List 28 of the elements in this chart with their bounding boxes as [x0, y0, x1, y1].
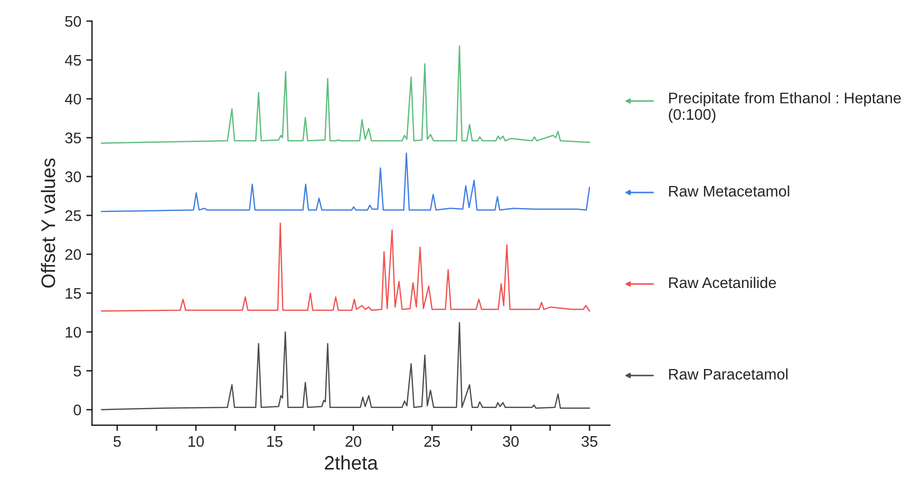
x-tick-label: 35: [582, 436, 598, 447]
x-tick-label: 25: [424, 436, 440, 447]
y-tick-label: 50: [65, 16, 81, 27]
y-tick-label: 15: [66, 288, 81, 299]
line-series: [100, 152, 590, 212]
line-series: [100, 222, 590, 312]
x-tick-label: 15: [267, 436, 282, 447]
line-series: [100, 45, 590, 144]
legend-label: Precipitate from Ethanol : Heptane (0:100): [668, 92, 901, 123]
y-tick-label: 35: [65, 132, 81, 144]
y-tick-label: 30: [65, 171, 81, 182]
y-tick-label: 20: [65, 249, 81, 260]
y-axis-title: Offset Y values: [40, 158, 56, 288]
y-tick-label: 5: [74, 366, 81, 376]
x-tick-label: 10: [188, 436, 204, 447]
y-tick-label: 25: [65, 210, 81, 222]
legend-label: Raw Paracetamol: [669, 368, 788, 380]
y-tick-label: 0: [74, 404, 81, 416]
y-tick-label: 45: [64, 54, 81, 66]
y-tick-label: 40: [64, 94, 81, 105]
line-series: [100, 322, 590, 410]
x-axis-title: 2theta: [324, 455, 378, 470]
x-tick-label: 30: [502, 436, 519, 447]
x-tick-label: 20: [346, 436, 362, 447]
legend-label: Raw Metacetamol: [669, 185, 790, 197]
legend-label: Raw Acetanilide: [669, 276, 776, 288]
y-tick-label: 10: [66, 326, 81, 338]
x-tick-label: 5: [114, 436, 121, 447]
